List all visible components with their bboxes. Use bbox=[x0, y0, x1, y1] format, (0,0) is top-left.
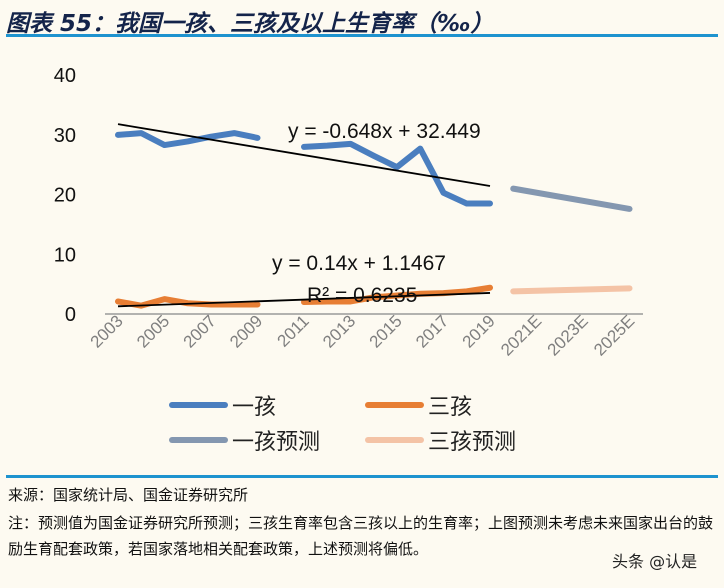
y-tick-label: 20 bbox=[54, 185, 76, 207]
y-tick-label: 40 bbox=[54, 65, 76, 87]
x-tick-label: 2021E bbox=[497, 311, 545, 359]
x-tick-label: 2005 bbox=[133, 311, 173, 351]
title-divider bbox=[6, 34, 718, 37]
x-tick-label: 2003 bbox=[87, 311, 127, 351]
legend-label: 一孩预测 bbox=[232, 430, 320, 455]
trendline-0 bbox=[117, 123, 491, 187]
x-tick-label: 2009 bbox=[226, 311, 266, 351]
trendline-equation: y = 0.14x + 1.1467 bbox=[272, 252, 446, 275]
x-tick-label: 2017 bbox=[412, 311, 452, 351]
figure-title: 图表 55：我国一孩、三孩及以上生育率（‰） bbox=[6, 11, 494, 37]
series-line-3 bbox=[510, 285, 633, 295]
y-tick-label: 10 bbox=[54, 244, 76, 266]
series-line-2 bbox=[510, 185, 633, 212]
legend-label: 三孩 bbox=[428, 395, 472, 420]
watermark: 头条 @认是 bbox=[612, 552, 698, 571]
series-line-0 bbox=[301, 140, 493, 207]
footer-divider bbox=[6, 475, 718, 478]
x-tick-label: 2023E bbox=[544, 311, 592, 359]
series-line-0 bbox=[115, 130, 261, 149]
x-tick-label: 2011 bbox=[274, 311, 313, 350]
source-text: 来源：国家统计局、国金证券研究所 bbox=[8, 486, 249, 504]
trendline-r2: R² = 0.6235 bbox=[307, 284, 417, 307]
trendline-equation: y = -0.648x + 32.449 bbox=[288, 120, 481, 143]
legend-label: 三孩预测 bbox=[428, 430, 516, 455]
legend-label: 一孩 bbox=[232, 395, 276, 420]
y-tick-label: 30 bbox=[54, 125, 76, 147]
trendline-1 bbox=[117, 292, 491, 308]
x-tick-label: 2015 bbox=[366, 311, 406, 351]
x-tick-label: 2025E bbox=[590, 311, 638, 359]
x-tick-label: 2013 bbox=[319, 311, 359, 351]
y-tick-label: 0 bbox=[65, 304, 76, 326]
note-text: 注：预测值为国金证券研究所预测；三孩生育率包含三孩以上的生育率；上图预测未考虑未… bbox=[8, 514, 714, 558]
x-tick-label: 2019 bbox=[459, 311, 499, 351]
x-tick-label: 2007 bbox=[180, 311, 220, 351]
